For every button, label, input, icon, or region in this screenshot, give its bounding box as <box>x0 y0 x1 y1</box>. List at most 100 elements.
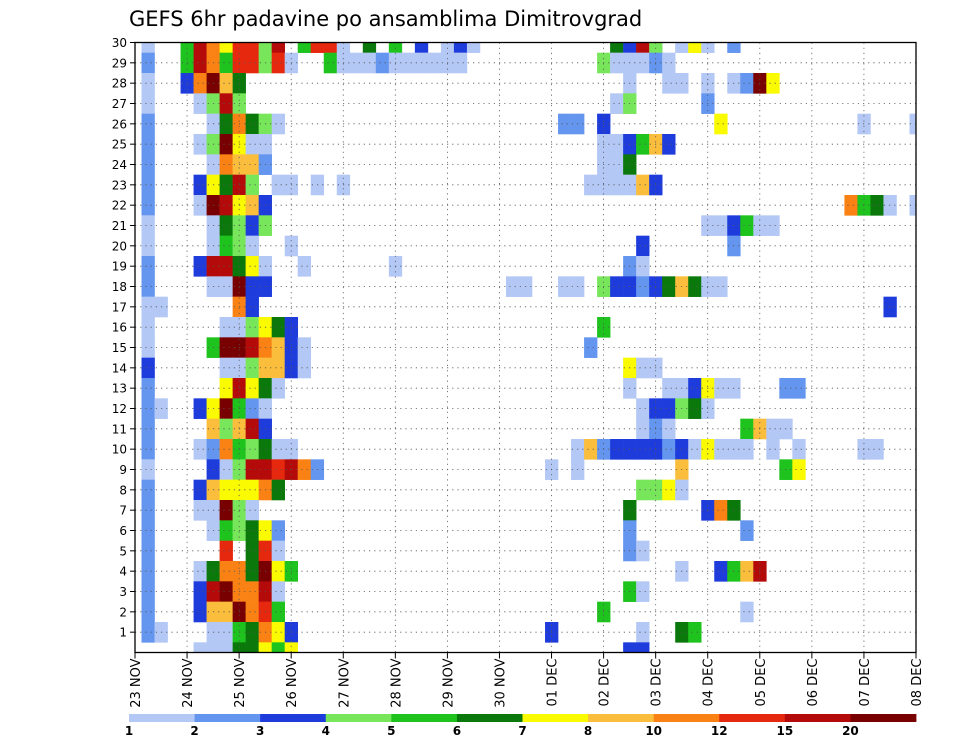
grid-layer <box>135 42 916 653</box>
precip-cell <box>297 337 312 358</box>
precip-cell <box>688 42 702 53</box>
precip-cell <box>206 42 220 53</box>
x-tick-label: 08 DEC <box>910 659 925 707</box>
precip-cell <box>141 174 155 196</box>
precip-cell <box>844 195 858 216</box>
precip-cell <box>636 642 650 653</box>
precip-cell <box>141 154 155 175</box>
colorbar-label: 3 <box>256 724 264 738</box>
precip-cell <box>245 256 259 277</box>
precip-cell <box>232 642 246 653</box>
precip-cell <box>558 276 572 297</box>
precip-cell <box>362 42 377 53</box>
x-tick-label: 06 DEC <box>806 659 821 707</box>
precip-cell <box>740 418 754 440</box>
precip-cell <box>714 561 728 582</box>
precip-cell <box>740 561 754 582</box>
precip-cell <box>245 357 259 379</box>
precip-cell <box>323 52 338 74</box>
precip-cell <box>219 622 233 643</box>
precip-cell <box>740 215 754 236</box>
precip-cell <box>141 134 155 155</box>
precip-cell <box>740 73 754 94</box>
precip-cell <box>297 42 312 53</box>
y-tick-label: 10 <box>112 443 127 457</box>
precip-cell <box>870 195 884 216</box>
precip-cell <box>636 276 650 297</box>
colorbar-swatch <box>194 714 261 722</box>
precip-cell <box>310 42 325 53</box>
precip-cell <box>141 398 155 419</box>
precip-cell <box>505 276 520 297</box>
precip-cell <box>219 500 233 521</box>
precip-cell <box>297 459 312 480</box>
precip-cell <box>245 561 259 582</box>
y-tick-label: 4 <box>119 565 127 579</box>
precip-cell <box>141 52 155 74</box>
precip-cell <box>271 622 285 643</box>
y-tick-label: 28 <box>112 77 127 91</box>
y-tick-label: 29 <box>112 56 127 70</box>
precip-cell <box>662 276 676 297</box>
precip-cell <box>766 439 780 460</box>
precip-cell <box>219 581 233 602</box>
precip-cell <box>636 256 650 277</box>
y-tick-label: 24 <box>112 158 127 172</box>
y-tick-label: 25 <box>112 138 127 152</box>
precip-cell <box>271 113 285 135</box>
precip-cell <box>193 500 207 521</box>
precip-cell <box>610 154 624 175</box>
precip-cell <box>219 276 233 297</box>
precip-cell <box>245 134 259 155</box>
precip-cell <box>636 622 650 643</box>
y-tick-label: 20 <box>112 239 127 253</box>
precip-cell <box>271 459 285 480</box>
x-tick-label: 07 DEC <box>858 659 873 707</box>
precip-cell <box>245 378 259 399</box>
y-tick-label: 13 <box>112 382 127 396</box>
precip-cell <box>245 52 259 74</box>
precip-cell <box>662 479 676 501</box>
precip-cell <box>141 337 155 358</box>
precip-cell <box>258 42 272 53</box>
precip-cell <box>193 174 207 196</box>
precip-cell <box>623 42 637 53</box>
precip-cell <box>141 93 155 114</box>
colorbar-label: 4 <box>322 724 330 738</box>
colorbar-label: 6 <box>453 724 461 738</box>
precip-cell <box>141 276 155 297</box>
precip-cell <box>740 439 754 460</box>
x-tick-label: 02 DEC <box>598 659 613 707</box>
precip-cell <box>141 235 155 257</box>
precip-cell <box>271 642 285 653</box>
precip-cell <box>193 561 207 582</box>
precip-cell <box>193 581 207 602</box>
precip-cell <box>636 134 650 155</box>
precip-cell <box>766 73 780 94</box>
precip-cell <box>245 459 259 480</box>
precip-cell <box>271 520 285 541</box>
precip-cell <box>714 215 728 236</box>
precip-cell <box>714 276 728 297</box>
y-tick-label: 23 <box>112 178 127 192</box>
x-tick-label: 03 DEC <box>650 659 665 707</box>
precip-cell <box>193 398 207 419</box>
precip-cell <box>219 93 233 114</box>
precip-cell <box>271 601 285 623</box>
precip-cell <box>688 276 702 297</box>
precip-cell <box>636 42 650 53</box>
precip-cell <box>219 398 233 419</box>
precip-cell <box>271 52 285 74</box>
precip-cell <box>219 337 233 358</box>
x-tick-label: 23 NOV <box>129 658 144 707</box>
colorbar-swatch <box>522 714 589 722</box>
precip-cell <box>219 378 233 399</box>
precip-cell <box>636 174 650 196</box>
colorbar-label: 2 <box>190 724 198 738</box>
colorbar: 1 2 3 4 5 6 7 8 10 12 15 20 <box>125 714 917 738</box>
precip-cell <box>245 174 259 196</box>
precip-cell <box>258 642 272 653</box>
precip-cell <box>245 276 259 297</box>
precip-cell <box>662 378 676 399</box>
precip-cell <box>141 317 155 338</box>
